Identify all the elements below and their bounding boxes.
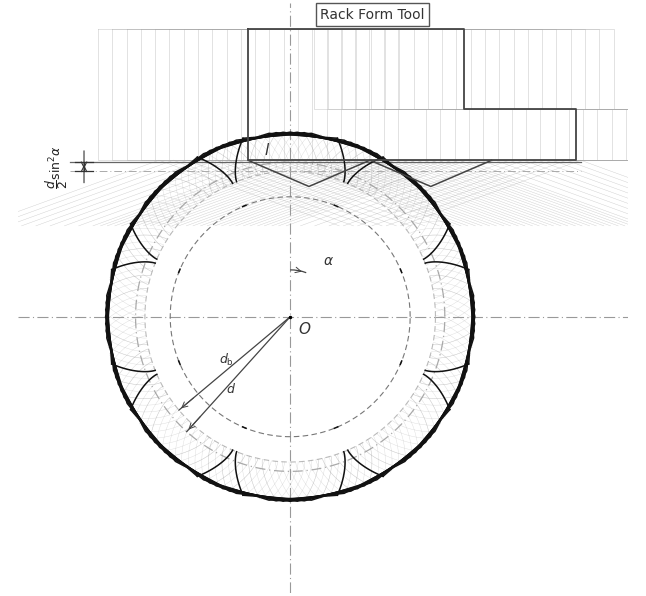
Text: $d$: $d$ (225, 382, 236, 396)
Text: Rack Form Tool: Rack Form Tool (320, 8, 425, 21)
Text: $d_{\rm b}$: $d_{\rm b}$ (219, 352, 234, 368)
Text: $O$: $O$ (298, 321, 311, 337)
Text: $l$: $l$ (264, 142, 270, 157)
Text: $\dfrac{d}{2}\sin^2\!\alpha$: $\dfrac{d}{2}\sin^2\!\alpha$ (43, 145, 70, 188)
Text: $\alpha$: $\alpha$ (323, 254, 334, 268)
